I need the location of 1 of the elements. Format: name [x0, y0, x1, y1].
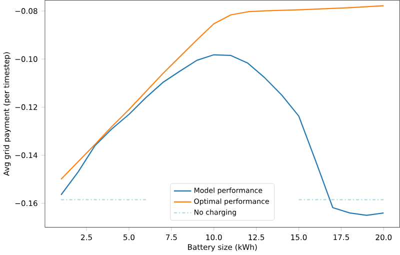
line-series	[60, 54, 384, 216]
